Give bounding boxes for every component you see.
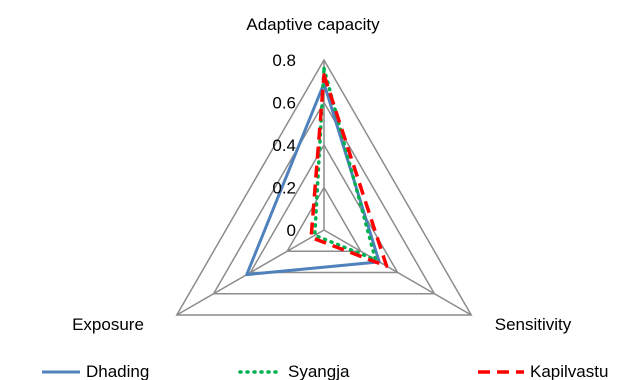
legend-label-syangja: Syangja [288, 362, 350, 380]
legend-label-kapilvastu: Kapilvastu [530, 362, 608, 380]
legend-label-dhading: Dhading [86, 362, 149, 380]
radar-grid [175, 58, 473, 316]
grid-ring-3 [212, 101, 436, 295]
tick-labels: 0 0.2 0.4 0.6 0.8 [272, 51, 296, 240]
legend-item-dhading: Dhading [42, 362, 149, 380]
spoke-1 [323, 229, 472, 316]
legend-item-syangja: Syangja [238, 362, 350, 380]
tick-label-4: 0.8 [272, 51, 296, 70]
radar-spokes [176, 60, 472, 316]
legend: Dhading Syangja Kapilvastu [42, 362, 608, 380]
series-line-dhading [245, 81, 381, 277]
axis-label-exposure: Exposure [72, 315, 144, 334]
series-layer [245, 66, 389, 277]
tick-label-2: 0.4 [272, 136, 296, 155]
tick-label-1: 0.2 [272, 179, 296, 198]
spoke-2 [176, 229, 325, 316]
axis-label-sensitivity: Sensitivity [495, 315, 572, 334]
tick-label-3: 0.6 [272, 94, 296, 113]
grid-ring-1 [285, 186, 363, 252]
grid-ring-2 [249, 143, 399, 274]
series-line-kapilvastu [309, 73, 389, 268]
series-line-syangja [313, 66, 378, 262]
legend-item-kapilvastu: Kapilvastu [478, 362, 608, 380]
axis-label-adaptive-capacity: Adaptive capacity [246, 15, 380, 34]
grid-ring-4 [175, 58, 473, 316]
tick-label-0: 0 [287, 221, 296, 240]
